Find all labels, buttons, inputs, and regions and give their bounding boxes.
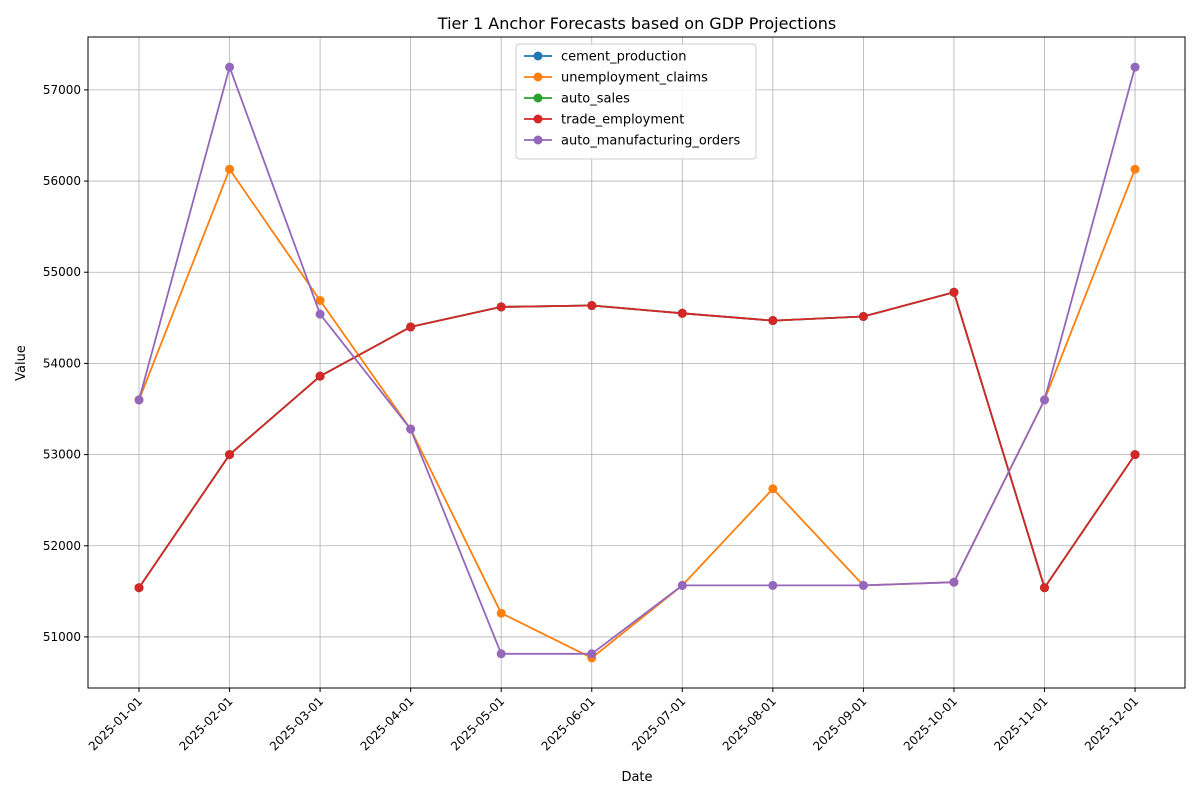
legend-label: auto_manufacturing_orders (561, 134, 741, 149)
x-tick-label: 2025-05-01 (448, 694, 507, 753)
data-point (677, 308, 687, 318)
x-tick-label: 2025-10-01 (901, 694, 960, 753)
legend-label: cement_production (561, 50, 686, 65)
data-point (858, 580, 868, 590)
data-point (1040, 583, 1049, 593)
data-point (1130, 164, 1140, 174)
data-point (406, 424, 416, 434)
y-tick-label: 57000 (43, 83, 81, 97)
legend-item-trade_employment: trade_employment (524, 113, 684, 128)
x-tick-label: 2025-04-01 (358, 694, 417, 753)
y-axis-ticks: 51000 52000 53000 54000 55000 56000 57000 (43, 83, 88, 644)
data-point (677, 580, 687, 590)
legend-box (515, 43, 757, 160)
data-point (949, 577, 959, 587)
legend-label: auto_sales (561, 92, 630, 107)
data-point (315, 296, 325, 305)
data-point (949, 287, 959, 297)
data-point (496, 649, 506, 659)
series-unemployment_claims (134, 164, 1140, 663)
data-point (225, 62, 235, 72)
legend-label: unemployment_claims (561, 71, 708, 86)
y-tick-label: 55000 (43, 265, 81, 279)
data-point (225, 450, 235, 460)
legend-label: trade_employment (561, 113, 684, 128)
data-point (1040, 395, 1049, 405)
legend-marker (533, 114, 543, 124)
legend-item-auto_manufacturing_orders: auto_manufacturing_orders (524, 134, 741, 149)
legend-marker (533, 72, 543, 82)
legend-item-cement_production: cement_production (524, 50, 686, 65)
x-tick-label: 2025-01-01 (86, 694, 145, 753)
data-point (496, 608, 506, 618)
legend-item-auto_sales: auto_sales (524, 92, 630, 107)
data-point (768, 484, 778, 494)
series-line (138, 291, 1136, 589)
series-line (138, 291, 1136, 589)
series-line (138, 168, 1136, 659)
series-line (138, 66, 1136, 655)
x-tick-label: 2025-06-01 (539, 694, 598, 753)
data-point (134, 395, 144, 405)
data-point (768, 580, 778, 590)
x-tick-label: 2025-09-01 (810, 694, 869, 753)
x-tick-label: 2025-08-01 (720, 694, 779, 753)
data-point (496, 302, 506, 312)
data-point (1130, 62, 1140, 72)
x-tick-label: 2025-03-01 (267, 694, 326, 753)
y-tick-label: 53000 (43, 448, 81, 462)
chart-title: Tier 1 Anchor Forecasts based on GDP Pro… (437, 14, 836, 33)
data-point (768, 316, 778, 326)
y-tick-label: 56000 (43, 174, 81, 188)
x-axis-label: Date (621, 770, 652, 785)
x-tick-label: 2025-07-01 (629, 694, 688, 753)
x-tick-label: 2025-12-01 (1082, 694, 1141, 753)
series-line (138, 291, 1136, 589)
series-cement_production (134, 287, 1140, 593)
x-tick-label: 2025-02-01 (176, 694, 235, 753)
legend-marker (533, 93, 543, 103)
y-tick-label: 52000 (43, 539, 81, 553)
y-tick-label: 54000 (43, 356, 81, 370)
data-point (225, 164, 235, 174)
series-group (134, 62, 1140, 663)
data-point (134, 583, 144, 593)
data-point (587, 649, 597, 659)
plot-area-frame (87, 36, 1186, 689)
legend-item-unemployment_claims: unemployment_claims (524, 71, 708, 86)
series-auto_manufacturing_orders (134, 62, 1140, 659)
data-point (315, 309, 325, 319)
x-tick-label: 2025-11-01 (991, 694, 1050, 753)
data-point (406, 322, 416, 332)
y-tick-label: 51000 (43, 630, 81, 644)
data-point (315, 371, 325, 381)
data-point (1130, 450, 1140, 460)
data-point (858, 311, 868, 321)
legend-marker (533, 51, 543, 61)
y-axis-label: Value (14, 345, 29, 381)
legend: cement_production unemployment_claimsauto… (515, 43, 757, 160)
series-auto_sales (134, 287, 1140, 593)
legend-marker (533, 135, 543, 145)
series-trade_employment (134, 287, 1140, 593)
data-point (587, 301, 597, 311)
x-axis-ticks: 2025-01-01 2025-02-01 2025-03-01 2025-04-01… (86, 688, 1141, 753)
